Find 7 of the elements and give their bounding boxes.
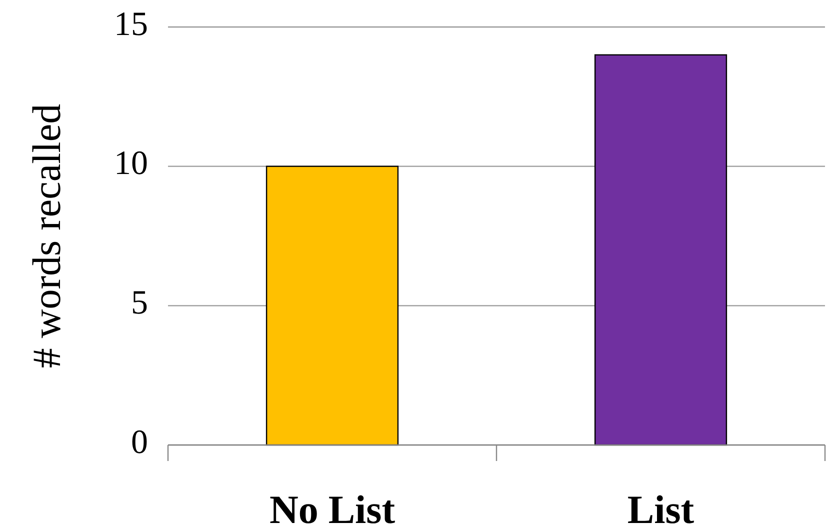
y-tick-label: 15 [114,6,148,43]
y-tick-label: 0 [131,424,148,461]
x-tick-label: No List [269,487,396,532]
x-tick-label: List [627,487,695,532]
y-tick-label: 5 [131,284,148,322]
y-tick-label: 10 [114,145,148,182]
y-axis-title: # words recalled [24,104,69,368]
